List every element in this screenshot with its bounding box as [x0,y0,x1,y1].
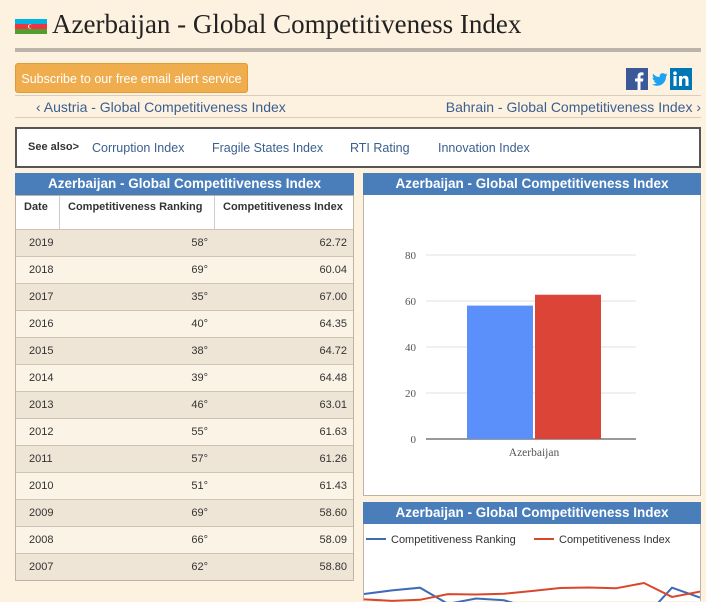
table-row: 2013 46° 63.01 [16,391,353,418]
cell-ranking: 40° [191,318,208,330]
bar [467,305,533,439]
cell-ranking: 57° [191,453,208,465]
cell-date: 2007 [29,561,54,573]
cell-ranking: 58° [191,237,208,249]
y-tick-label: 20 [405,388,417,400]
y-tick-label: 40 [405,342,417,354]
cell-index: 60.04 [319,264,347,276]
bar-chart-panel: Azerbaijan - Global Competitiveness Inde… [363,173,701,496]
table-row: 2014 39° 64.48 [16,364,353,391]
table-row: 2017 35° 67.00 [16,283,353,310]
cell-index: 64.72 [319,345,347,357]
table-row: 2018 69° 60.04 [16,256,353,283]
column-header-ranking: Competitiveness Ranking [68,201,203,213]
twitter-icon[interactable] [652,68,668,90]
fragile-states-index-link[interactable]: Fragile States Index [212,141,324,155]
cell-ranking: 39° [191,372,208,384]
innovation-index-link[interactable]: Innovation Index [438,141,530,155]
see-also-box: See also> Corruption Index Fragile State… [15,127,701,168]
header-separator [214,196,215,229]
cell-date: 2009 [29,507,54,519]
table-row: 2007 62° 58.80 [16,553,353,580]
cell-index: 67.00 [319,291,347,303]
cell-date: 2008 [29,534,54,546]
line-chart-title: Azerbaijan - Global Competitiveness Inde… [363,502,701,524]
title-divider [15,48,701,52]
cell-date: 2010 [29,480,54,492]
line-chart: Competitiveness Ranking Competitiveness I… [364,534,700,602]
series-line [364,586,700,602]
cell-index: 63.01 [319,399,347,411]
cell-index: 64.48 [319,372,347,384]
cell-index: 58.60 [319,507,347,519]
table-row: 2019 58° 62.72 [16,229,353,256]
data-table: Date Competitiveness Ranking Competitive… [15,195,354,581]
cell-index: 58.09 [319,534,347,546]
line-chart-panel: Azerbaijan - Global Competitiveness Inde… [363,502,701,602]
cell-date: 2011 [29,453,53,465]
bar-chart-title: Azerbaijan - Global Competitiveness Inde… [363,173,701,195]
table-row: 2009 69° 58.60 [16,499,353,526]
series-line [364,581,700,602]
cell-date: 2014 [29,372,54,384]
cell-index: 62.72 [319,237,347,249]
subscribe-button[interactable]: Subscribe to our free email alert servic… [15,63,248,93]
cell-index: 64.35 [319,318,347,330]
bar [535,294,601,439]
nav-divider-top [15,95,701,96]
cell-index: 61.43 [319,480,347,492]
cell-date: 2018 [29,264,54,276]
cell-index: 61.63 [319,426,347,438]
column-header-index: Competitiveness Index [223,201,343,213]
table-title: Azerbaijan - Global Competitiveness Inde… [15,173,354,195]
cell-ranking: 66° [191,534,208,546]
bar-chart: 0 20 40 60 80 Azerbaijan [405,250,636,459]
table-row: 2015 38° 64.72 [16,337,353,364]
azerbaijan-flag-icon [15,19,47,34]
cell-index: 58.80 [319,561,347,573]
cell-date: 2019 [29,237,54,249]
page-header: Azerbaijan - Global Competitiveness Inde… [15,8,701,46]
cell-ranking: 46° [191,399,208,411]
column-header-date: Date [24,201,48,213]
cell-ranking: 51° [191,480,208,492]
legend-label: Competitiveness Ranking [391,534,516,546]
next-country-link[interactable]: Bahrain - Global Competitiveness Index › [445,99,701,115]
y-tick-label: 80 [405,250,417,262]
header-separator [59,196,60,229]
table-row: 2008 66° 58.09 [16,526,353,553]
cell-date: 2012 [29,426,54,438]
cell-date: 2016 [29,318,54,330]
page-title: Azerbaijan - Global Competitiveness Inde… [52,9,522,39]
prev-country-link[interactable]: ‹ Austria - Global Competitiveness Index [36,99,286,115]
cell-date: 2013 [29,399,54,411]
linkedin-icon[interactable] [670,68,692,90]
facebook-icon[interactable] [626,68,648,90]
legend-label: Competitiveness Index [559,534,671,546]
cell-index: 61.26 [319,453,347,465]
cell-ranking: 62° [191,561,208,573]
y-tick-label: 0 [411,434,417,446]
table-row: 2016 40° 64.35 [16,310,353,337]
cell-ranking: 38° [191,345,208,357]
cell-ranking: 69° [191,507,208,519]
cell-date: 2015 [29,345,54,357]
table-row: 2012 55° 61.63 [16,418,353,445]
y-tick-label: 60 [405,296,417,308]
nav-divider-bottom [15,117,701,118]
cell-ranking: 69° [191,264,208,276]
cell-ranking: 35° [191,291,208,303]
rti-rating-link[interactable]: RTI Rating [350,141,410,155]
table-row: 2011 57° 61.26 [16,445,353,472]
cell-date: 2017 [29,291,54,303]
see-also-label: See also> [28,141,80,153]
table-row: 2010 51° 61.43 [16,472,353,499]
cell-ranking: 55° [191,426,208,438]
x-category-label: Azerbaijan [509,447,560,459]
corruption-index-link[interactable]: Corruption Index [92,141,185,155]
